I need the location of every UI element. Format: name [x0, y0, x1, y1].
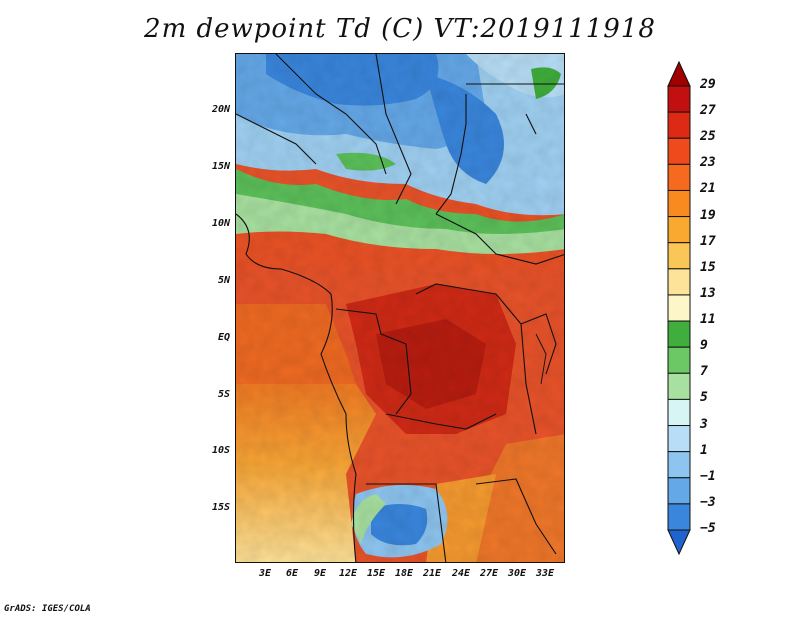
colorbar-segment [667, 294, 691, 322]
colorbar-label: 13 [700, 285, 716, 301]
colorbar-segment [667, 425, 691, 453]
lat-tick-10N: 10N [211, 218, 230, 229]
colorbar-label: −5 [700, 521, 716, 536]
colorbar-label: 9 [700, 338, 708, 354]
colorbar-segment [667, 137, 691, 165]
colorbar-segment [667, 320, 691, 348]
colorbar-label: 11 [700, 312, 716, 328]
colorbar-segment [667, 503, 691, 531]
colorbar-label: 19 [700, 207, 716, 223]
lat-tick-5S: 5S [217, 389, 230, 400]
colorbar-top-arrow [667, 60, 691, 87]
map-title: 2m dewpoint Td (C) VT:2019111918 [144, 14, 656, 44]
map-panel [235, 53, 565, 563]
colorbar-label: 17 [700, 233, 716, 249]
colorbar-segment [667, 242, 691, 270]
colorbar-label: 29 [700, 77, 716, 92]
colorbar-segment [667, 216, 691, 244]
colorbar-segment [667, 372, 691, 400]
colorbar-segment [667, 268, 691, 296]
colorbar-label: 15 [700, 259, 716, 275]
lat-tick-20N: 20N [211, 104, 230, 115]
lat-tick-15S: 15S [211, 502, 230, 513]
lon-tick-18E: 18E [394, 568, 414, 579]
lat-tick-eq: EQ [217, 332, 230, 343]
colorbar-label: −3 [700, 494, 716, 510]
colorbar-segment [667, 451, 691, 479]
colorbar-label: 27 [700, 103, 716, 119]
lon-tick-12E: 12E [338, 568, 358, 579]
colorbar-label: 7 [700, 364, 708, 380]
colorbar-segment [667, 398, 691, 427]
colorbar-label: 5 [700, 390, 708, 406]
colorbar-segment [667, 111, 691, 139]
lat-tick-10S: 10S [211, 445, 230, 456]
lon-tick-33E: 33E [535, 568, 555, 579]
dewpoint-field [236, 54, 564, 562]
lon-tick-24E: 24E [451, 568, 471, 579]
colorbar-bottom-arrow [667, 529, 691, 556]
colorbar-label: 21 [700, 181, 716, 197]
colorbar-segment [667, 85, 691, 113]
colorbar-segment [667, 189, 691, 218]
colorbar [667, 60, 691, 556]
lon-tick-15E: 15E [366, 568, 386, 579]
colorbar-segment [667, 346, 691, 374]
colorbar-segment [667, 477, 691, 505]
lon-tick-3E: 3E [258, 568, 272, 579]
lon-tick-9E: 9E [313, 568, 327, 579]
colorbar-segment [667, 163, 691, 191]
colorbar-label: 1 [700, 442, 708, 458]
lon-tick-21E: 21E [422, 568, 442, 579]
lon-tick-6E: 6E [285, 568, 299, 579]
colorbar-label: 25 [700, 129, 716, 145]
colorbar-label: −1 [700, 468, 716, 484]
footer-credit: GrADS: IGES/COLA [4, 604, 91, 614]
lon-tick-27E: 27E [479, 568, 499, 579]
colorbar-label: 23 [700, 155, 716, 171]
lon-tick-30E: 30E [507, 568, 527, 579]
lat-tick-15N: 15N [211, 161, 230, 172]
colorbar-label: 3 [700, 416, 708, 432]
lat-tick-5N: 5N [217, 275, 230, 286]
